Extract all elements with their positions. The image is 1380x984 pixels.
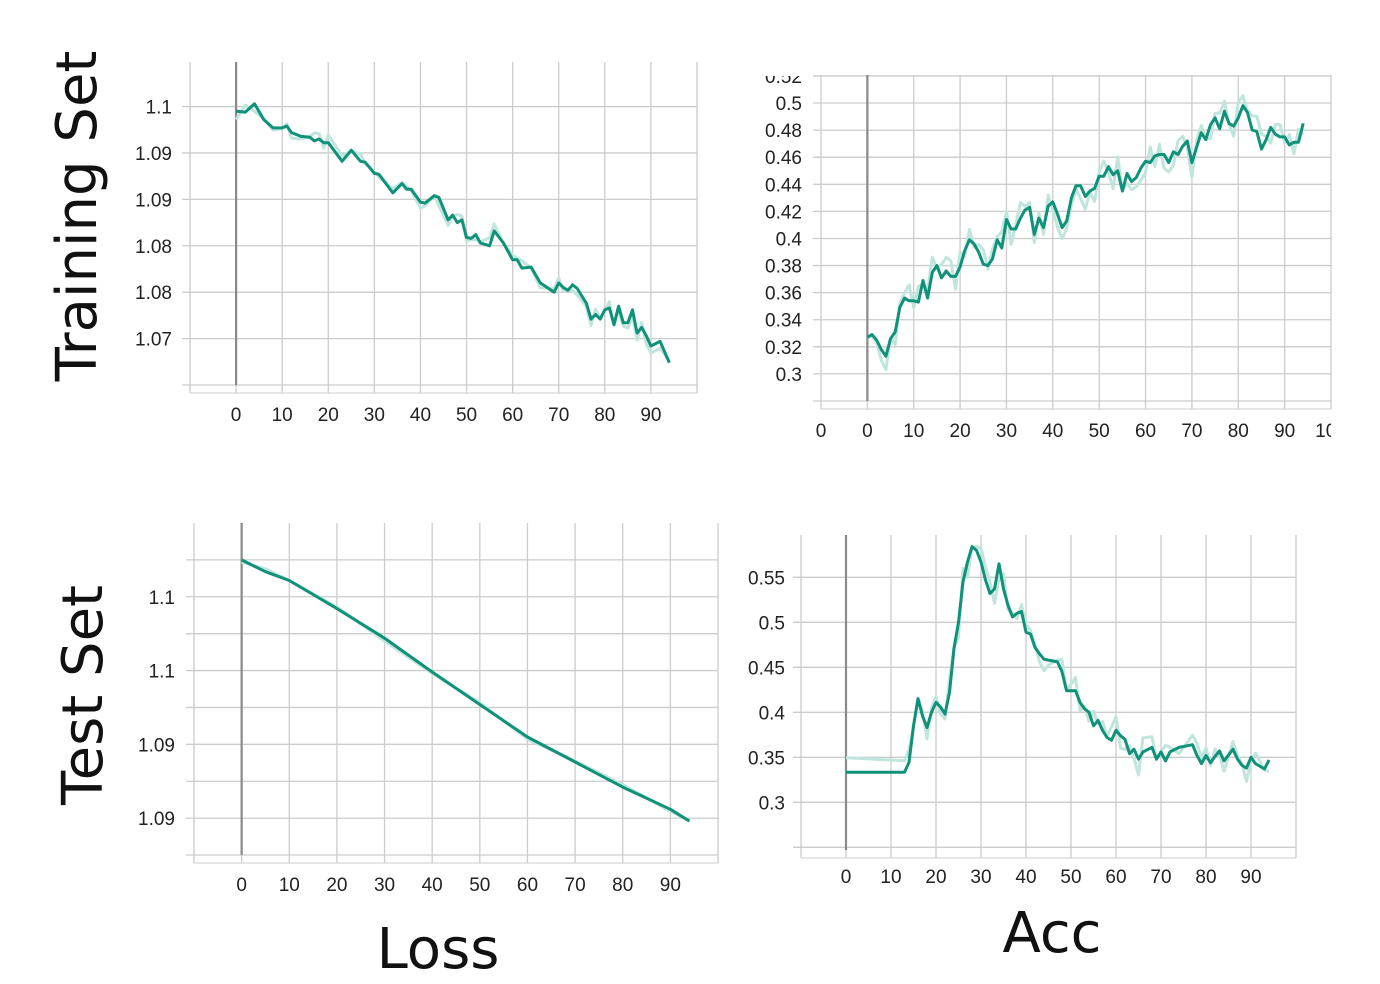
x-tick-label: 60	[502, 405, 523, 426]
x-tick-label: 30	[364, 405, 385, 426]
x-tick-label: 80	[1195, 867, 1216, 888]
x-tick-label: 50	[1060, 867, 1081, 888]
y-tick-label: 1.09	[138, 735, 175, 756]
x-tick-label: 30	[374, 875, 395, 896]
x-tick-label: 70	[565, 875, 586, 896]
x-tick-label: 10	[903, 421, 924, 442]
y-tick-label: 0.42	[765, 202, 802, 223]
y-tick-label: 1.08	[135, 283, 172, 304]
x-tick-label: 100	[1315, 421, 1347, 442]
x-tick-label: 10	[272, 405, 293, 426]
y-tick-label: 0.4	[759, 703, 786, 724]
x-tick-label: 60	[1105, 867, 1126, 888]
y-tick-label: 1.09	[138, 809, 175, 830]
y-tick-label: 1.09	[135, 144, 172, 165]
chart-test-acc: 0.55 0.5 0.45 0.4 0.35 0.3 0 10 20 30 40 50 60 70 80 90	[748, 535, 1297, 888]
y-tick-label: 1.07	[135, 330, 172, 351]
y-tick-label: 0.4	[776, 229, 803, 250]
x-tick-label: 70	[1181, 421, 1202, 442]
smoothed-series-line	[866, 104, 1305, 358]
y-tick-label: 1.09	[135, 190, 172, 211]
x-tick-label: 90	[640, 405, 661, 426]
x-tick-label: 40	[422, 875, 443, 896]
column-label-acc: Acc	[1002, 901, 1102, 966]
x-tick-label: 50	[469, 875, 490, 896]
y-tick-label: 0.52	[765, 67, 802, 88]
x-tick-label: 40	[1042, 421, 1063, 442]
row-label-test-set: Test Set	[51, 584, 116, 806]
x-tick-label: 20	[925, 867, 946, 888]
x-tick-label: 20	[950, 421, 971, 442]
row-label-training-set: Training Set	[45, 50, 110, 382]
x-tick-label: 30	[996, 421, 1017, 442]
x-tick-label: 80	[594, 405, 615, 426]
smoothed-series-line	[235, 102, 671, 364]
y-tick-label: 0.35	[748, 748, 785, 769]
y-tick-label: 0.32	[765, 338, 802, 359]
x-tick-label: 90	[1240, 867, 1261, 888]
y-tick-label: 0.45	[748, 658, 785, 679]
x-tick-label: 60	[1135, 421, 1156, 442]
y-tick-label: 0.36	[765, 284, 802, 305]
x-tick-label: 10	[279, 875, 300, 896]
column-label-loss: Loss	[376, 917, 500, 982]
raw-series-line	[867, 94, 1305, 372]
y-tick-label: 1.1	[146, 98, 172, 119]
chart-test-loss: 1.1 1.1 1.09 1.09 0 10 20 30 40 50 60 70 80 90	[138, 523, 719, 896]
chart-train-acc: 0.52 0.5 0.48 0.46 0.44 0.42 0.4 0.38 0.36 0.34 0.…	[765, 67, 1347, 442]
smoothed-series-line	[240, 558, 691, 823]
y-tick-label: 0.38	[765, 257, 802, 278]
y-tick-label: 0.5	[759, 613, 785, 634]
x-tick-label: 60	[517, 875, 538, 896]
smoothed-series-line	[846, 545, 1271, 774]
x-tick-label: 30	[970, 867, 991, 888]
y-tick-label: 0.3	[776, 365, 802, 386]
y-tick-label: 0.44	[765, 175, 802, 196]
x-tick-label: 10	[880, 867, 901, 888]
y-tick-label: 0.34	[765, 311, 802, 332]
x-tick-label: 0	[236, 875, 247, 896]
chart-train-loss: 1.1 1.09 1.09 1.08 1.08 1.07 0 10 20 30 40 50 60 70 80…	[135, 62, 698, 426]
x-tick-label: 20	[326, 875, 347, 896]
x-tick-label: 50	[1089, 421, 1110, 442]
y-tick-label: 0.46	[765, 148, 802, 169]
x-tick-label: 0	[816, 421, 827, 442]
y-tick-label: 0.55	[748, 568, 785, 589]
x-tick-label: 20	[318, 405, 339, 426]
y-tick-label: 0.3	[759, 793, 785, 814]
x-tick-label: 50	[456, 405, 477, 426]
y-tick-label: 1.1	[149, 662, 175, 683]
x-tick-label: 90	[660, 875, 681, 896]
x-tick-label: 40	[1015, 867, 1036, 888]
y-tick-label: 1.1	[149, 588, 175, 609]
y-tick-label: 0.48	[765, 121, 802, 142]
y-tick-label: 0.5	[776, 94, 802, 115]
x-tick-label: 90	[1274, 421, 1295, 442]
x-tick-label: 70	[1150, 867, 1171, 888]
x-tick-label: 0	[231, 405, 242, 426]
x-tick-label: 70	[548, 405, 569, 426]
x-tick-label: 80	[1228, 421, 1249, 442]
x-tick-label: 40	[410, 405, 431, 426]
x-tick-label: 0	[841, 867, 852, 888]
x-tick-label: 0	[862, 421, 873, 442]
y-tick-label: 1.08	[135, 237, 172, 258]
x-tick-label: 80	[612, 875, 633, 896]
